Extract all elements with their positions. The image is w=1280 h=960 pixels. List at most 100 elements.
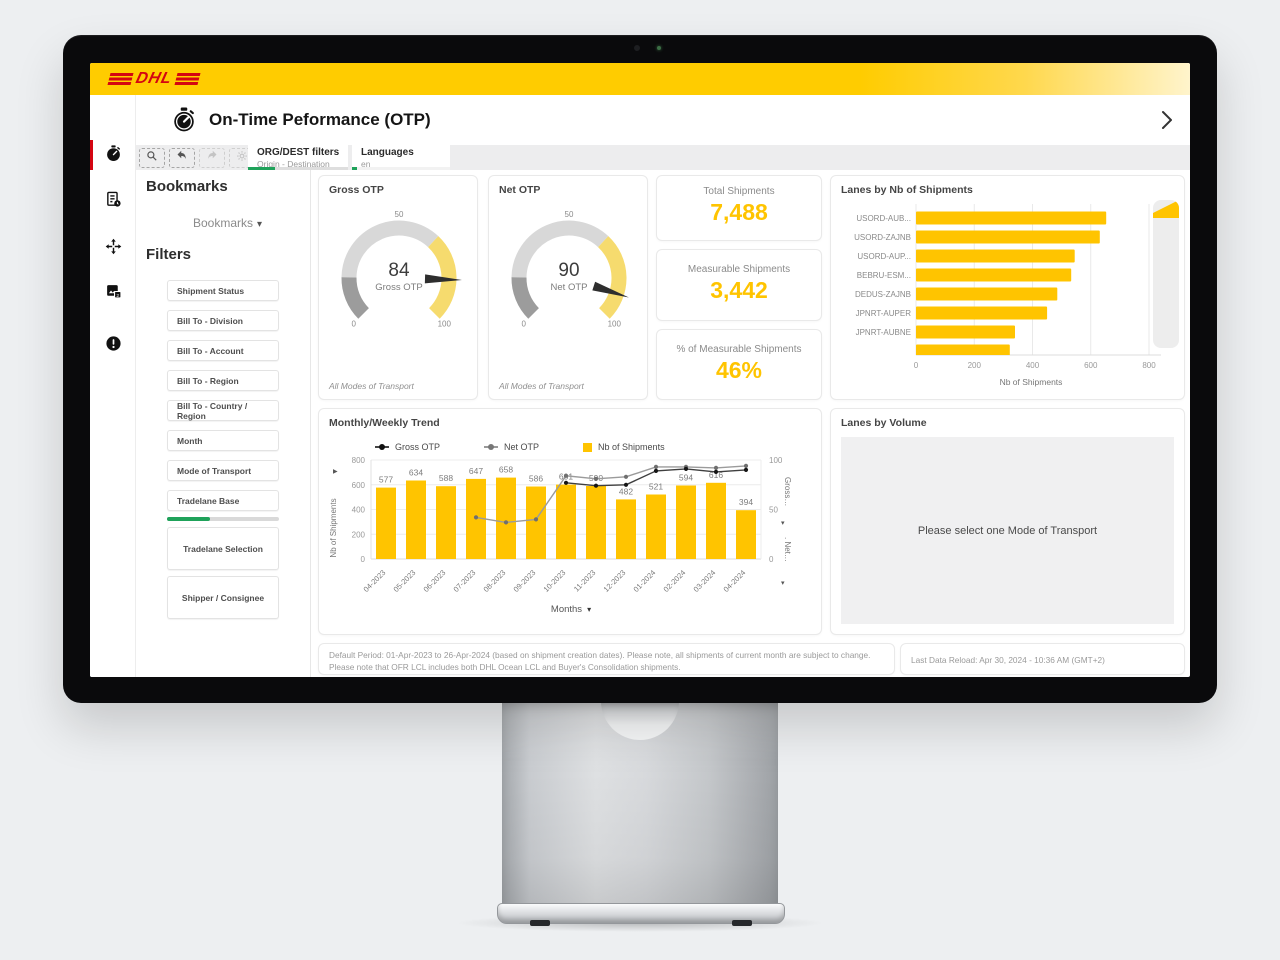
bookmarks-dropdown[interactable]: Bookmarks ▾ — [192, 216, 263, 230]
kpi-value: 46% — [715, 357, 763, 383]
filter-button-shipper-consignee[interactable]: Shipper / Consignee — [167, 576, 279, 619]
filter-button-shipment-status[interactable]: Shipment Status — [167, 280, 279, 301]
lanes-bar-chart[interactable]: 0 200 400 600 800 USORD-AUB... USORD-ZAJNB USOR… — [831, 196, 1186, 399]
svg-text:Gross…: Gross… — [783, 477, 792, 506]
svg-text:12-2023: 12-2023 — [602, 568, 628, 594]
total-shipments-card: Total Shipments 7,488 — [656, 175, 822, 241]
svg-text:09-2023: 09-2023 — [512, 568, 538, 594]
months-dimension-dropdown[interactable]: Months ▾ — [550, 604, 592, 615]
scrollbar-preview — [1153, 200, 1179, 218]
smart-search-button[interactable] — [139, 148, 165, 168]
image-icon: 2 — [105, 283, 122, 305]
svg-text:0: 0 — [521, 319, 526, 328]
svg-text:100: 100 — [769, 456, 783, 465]
svg-text:03-2024: 03-2024 — [692, 568, 718, 594]
dhl-brand-bar: DHL — [90, 63, 1190, 95]
lanes-by-shipments-card: Lanes by Nb of Shipments 0 200 400 600 800 US… — [830, 175, 1185, 400]
svg-text:50: 50 — [565, 210, 574, 219]
screen: DHL — [90, 63, 1190, 677]
monitor-bezel: DHL — [63, 35, 1217, 703]
net-otp-card: Net OTP 0 50 100 90 Net OTP All Modes of Tra… — [488, 175, 648, 400]
svg-text:100: 100 — [438, 319, 452, 328]
stand-cable-notch — [601, 700, 679, 740]
tab-sublabel: en — [361, 159, 371, 169]
sidebar-item-alerts[interactable] — [102, 335, 124, 357]
kpi-value: 7,488 — [710, 199, 768, 225]
tab-languages[interactable]: Languages en — [352, 145, 450, 170]
sidebar-item-report[interactable] — [102, 191, 124, 213]
svg-text:BEBRU-ESM...: BEBRU-ESM... — [857, 271, 911, 280]
default-period-note-card: Default Period: 01-Apr-2023 to 26-Apr-20… — [318, 643, 895, 675]
svg-text:Nb of Shipments: Nb of Shipments — [1000, 377, 1063, 387]
tab-underline — [352, 167, 450, 170]
lanes-by-volume-card: Lanes by Volume Please select one Mode o… — [830, 408, 1185, 635]
gross-otp-gauge[interactable]: 0 50 100 84 Gross OTP — [319, 200, 479, 350]
filter-button-bill-to-account[interactable]: Bill To - Account — [167, 340, 279, 361]
net-otp-gauge[interactable]: 0 50 100 90 Net OTP — [489, 200, 649, 350]
svg-text:08-2023: 08-2023 — [482, 568, 508, 594]
monitor-stand-base — [497, 903, 785, 926]
sidebar-item-media[interactable]: 2 — [102, 283, 124, 305]
filter-button-bill-to-division[interactable]: Bill To - Division — [167, 310, 279, 331]
filter-button-tradelane-base[interactable]: Tradelane Base — [167, 490, 279, 511]
filter-button-tradelane-selection[interactable]: Tradelane Selection — [167, 527, 279, 570]
gross-otp-card: Gross OTP 0 50 100 84 Gross OTP All Modes of… — [318, 175, 478, 400]
svg-text:02-2024: 02-2024 — [662, 568, 688, 594]
svg-text:400: 400 — [1026, 361, 1040, 370]
undo-icon — [176, 149, 188, 167]
svg-text:0: 0 — [361, 555, 366, 564]
svg-text:634: 634 — [409, 468, 423, 478]
filter-button-bill-to-country-region[interactable]: Bill To - Country / Region — [167, 400, 279, 421]
next-sheet-button[interactable] — [1161, 110, 1173, 135]
chevron-right-icon — [1161, 111, 1173, 134]
line-marker-icon — [484, 444, 499, 450]
step-forward-button[interactable] — [199, 148, 225, 168]
settings-icon — [236, 149, 248, 167]
report-icon — [105, 191, 122, 213]
kpi-label: Total Shipments — [703, 186, 775, 197]
filter-button-bill-to-region[interactable]: Bill To - Region — [167, 370, 279, 391]
tab-org-dest-filters[interactable]: ORG/DEST filters Origin - Destination — [248, 145, 348, 170]
kpi-label: % of Measurable Shipments — [676, 344, 802, 355]
svg-text:06-2023: 06-2023 — [422, 568, 448, 594]
trend-combo-chart[interactable]: 0200400600800050100577634588647658586601… — [319, 453, 823, 633]
svg-text:0: 0 — [769, 555, 774, 564]
legend-item-net-otp[interactable]: Net OTP — [484, 442, 539, 452]
filter-button-mode-of-transport[interactable]: Mode of Transport — [167, 460, 279, 481]
svg-text:▾: ▾ — [781, 520, 785, 527]
svg-text:90: 90 — [558, 260, 579, 281]
camera-icon — [634, 45, 640, 51]
legend-item-gross-otp[interactable]: Gross OTP — [375, 442, 440, 452]
svg-text:84: 84 — [388, 260, 410, 281]
svg-text:0: 0 — [914, 361, 919, 370]
svg-text:100: 100 — [608, 319, 622, 328]
svg-text:11-2023: 11-2023 — [572, 568, 597, 593]
sidebar-item-move[interactable] — [102, 238, 124, 260]
legend-item-nb-shipments[interactable]: Nb of Shipments — [583, 442, 665, 452]
svg-text:50: 50 — [395, 210, 404, 219]
step-back-button[interactable] — [169, 148, 195, 168]
svg-text:0: 0 — [351, 319, 356, 328]
svg-text:800: 800 — [1142, 361, 1156, 370]
stopwatch-icon — [105, 145, 122, 167]
svg-text:400: 400 — [352, 506, 366, 515]
svg-text:07-2023: 07-2023 — [452, 568, 478, 594]
chart-scrollbar[interactable] — [1153, 200, 1179, 348]
monitor-stand-neck — [502, 700, 778, 903]
sidebar: 2 — [90, 95, 136, 677]
bar-marker-icon — [583, 442, 593, 452]
card-footnote: All Modes of Transport — [499, 381, 584, 391]
redo-icon — [206, 149, 218, 167]
kpi-label: Measurable Shipments — [687, 264, 791, 275]
svg-text:04-2023: 04-2023 — [362, 568, 388, 594]
card-title: Lanes by Volume — [841, 417, 927, 429]
camera-led — [657, 46, 661, 50]
tradelane-progress-fill — [167, 517, 210, 521]
filter-button-month[interactable]: Month — [167, 430, 279, 451]
dhl-logo-dash — [107, 73, 134, 85]
stand-foot — [732, 920, 752, 926]
sidebar-item-otp-stopwatch[interactable] — [102, 145, 124, 167]
pct-measurable-shipments-card: % of Measurable Shipments 46% — [656, 329, 822, 400]
filters-heading: Filters — [146, 246, 192, 263]
svg-text:521: 521 — [649, 482, 663, 492]
